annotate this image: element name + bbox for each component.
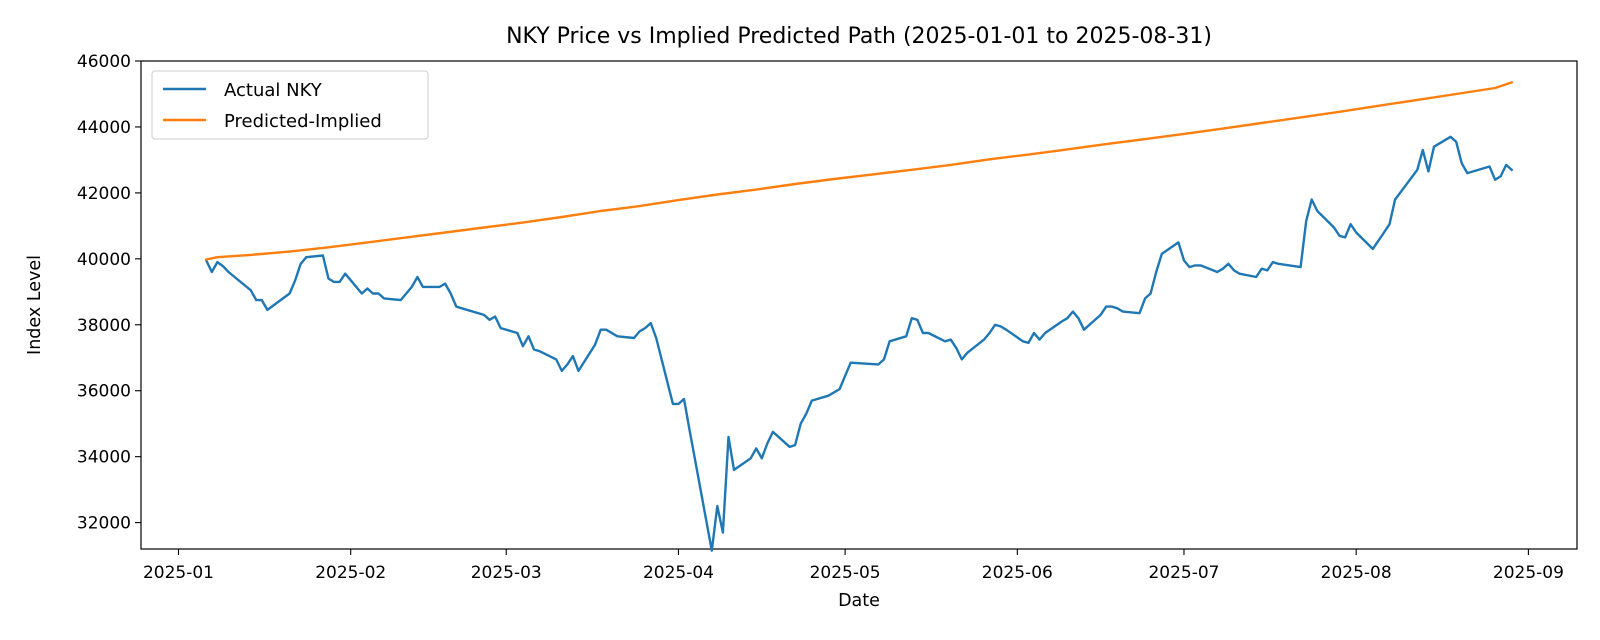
x-tick-label: 2025-09 [1493,563,1564,583]
y-axis-ticks: 32000 34000 36000 38000 40000 42000 44000 46000 [77,52,141,534]
x-tick-label: 2025-05 [810,563,881,583]
y-tick-label: 42000 [77,184,131,204]
chart-title: NKY Price vs Implied Predicted Path (202… [506,24,1212,49]
x-tick-label: 2025-01 [143,563,214,583]
y-tick-label: 40000 [77,250,131,270]
y-tick-label: 32000 [77,514,131,534]
legend-label-actual: Actual NKY [224,80,323,101]
y-tick-label: 38000 [77,316,131,336]
legend: Actual NKY Predicted-Implied [151,70,429,140]
x-tick-label: 2025-07 [1148,563,1219,583]
x-tick-label: 2025-06 [982,563,1053,583]
y-tick-label: 36000 [77,382,131,402]
x-tick-label: 2025-02 [315,563,386,583]
x-tick-label: 2025-08 [1321,563,1392,583]
y-tick-label: 34000 [77,448,131,468]
plot-frame [140,60,1578,550]
x-axis-label: Date [838,591,880,611]
series-line-actual-nky [204,135,1514,552]
y-tick-label: 44000 [77,118,131,138]
y-axis-label: Index Level [25,255,45,355]
series-line-predicted-implied [204,80,1514,261]
x-tick-label: 2025-04 [643,563,714,583]
series-lines [204,80,1514,552]
x-tick-label: 2025-03 [471,563,542,583]
y-tick-label: 46000 [77,52,131,72]
legend-box [151,70,429,140]
x-axis-ticks: 2025-01 2025-02 2025-03 2025-04 2025-05 2025-… [143,549,1564,583]
plot-area: 2025-01 2025-02 2025-03 2025-04 2025-05 2025-… [77,52,1578,583]
legend-label-predicted: Predicted-Implied [224,111,382,132]
